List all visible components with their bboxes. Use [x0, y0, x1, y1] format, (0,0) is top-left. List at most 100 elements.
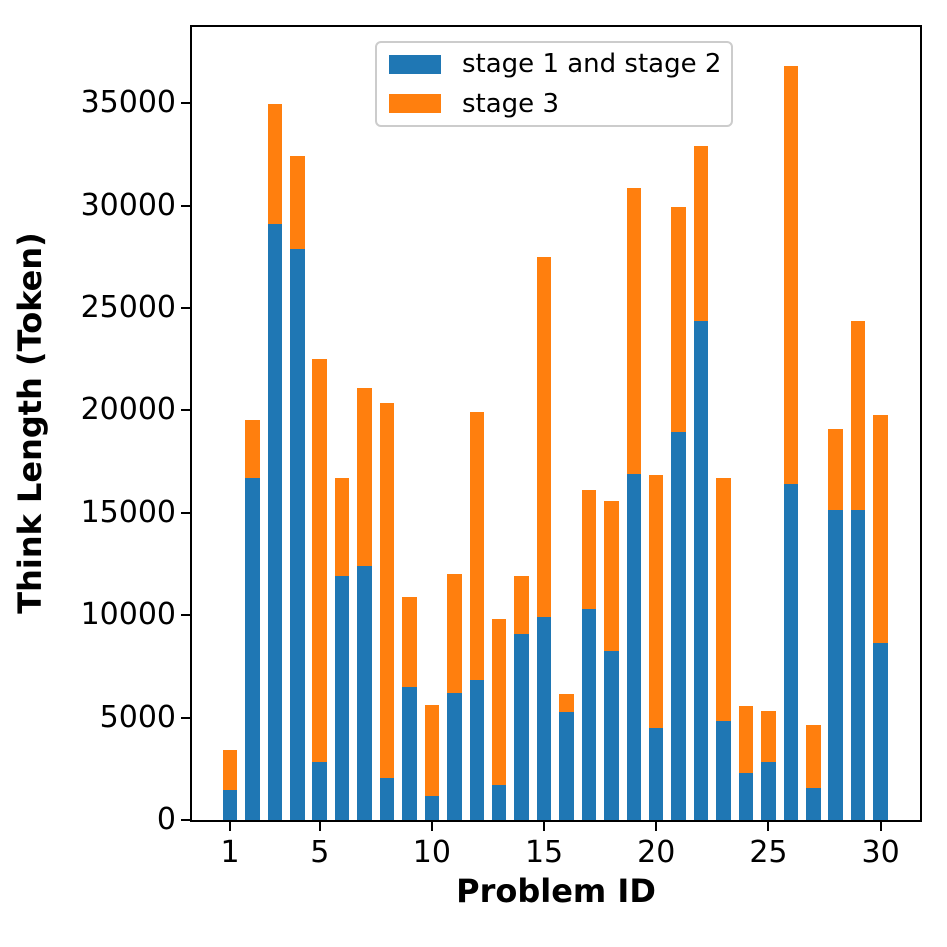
bar-13-stage12-segment	[491, 785, 507, 820]
bar-2-stage3-segment	[245, 419, 260, 478]
bar-9-stage3-segment	[402, 596, 417, 687]
bar-24-stage3-segment	[738, 706, 754, 773]
bar-26-stage3-segment	[783, 66, 799, 485]
bar-25-stage3-segment	[761, 711, 776, 762]
bar-9-stage12-segment	[402, 686, 417, 820]
y-tick-mark-15000	[181, 511, 190, 514]
bar-7-stage3-segment	[357, 387, 372, 567]
x-tick-label-15: 15	[524, 835, 564, 870]
x-tick-mark-20	[655, 822, 658, 831]
y-tick-mark-10000	[181, 614, 190, 617]
legend-label-stage3: stage 3	[462, 88, 559, 119]
bar-11-stage12-segment	[447, 693, 462, 820]
bar-6-stage3-segment	[334, 478, 350, 577]
plot-area	[190, 25, 922, 822]
x-tick-label-1: 1	[220, 835, 240, 870]
bar-4-stage12-segment	[290, 248, 305, 820]
bar-26-stage12-segment	[783, 484, 799, 820]
bar-27-stage3-segment	[806, 724, 821, 789]
x-axis-title: Problem ID	[456, 872, 656, 910]
legend-swatch-stage12	[389, 54, 441, 74]
bar-20-stage3-segment	[648, 474, 664, 728]
x-tick-label-30: 30	[861, 835, 900, 870]
bar-30-stage3-segment	[873, 414, 888, 643]
legend-label-stage12: stage 1 and stage 2	[462, 48, 722, 79]
y-tick-mark-0	[181, 819, 190, 821]
x-tick-mark-25	[767, 822, 770, 831]
legend-item-stage3: stage 3	[389, 88, 731, 119]
bar-5-stage12-segment	[312, 761, 327, 820]
x-tick-mark-5	[318, 822, 321, 831]
legend-swatch-stage3	[389, 94, 441, 114]
bar-12-stage3-segment	[469, 412, 485, 680]
bar-29-stage3-segment	[850, 321, 866, 510]
bar-15-stage3-segment	[536, 256, 552, 618]
y-tick-mark-20000	[181, 409, 190, 412]
y-tick-label-5000: 5000	[99, 699, 176, 735]
bar-2-stage12-segment	[245, 477, 260, 820]
bar-4-stage3-segment	[290, 156, 305, 249]
x-tick-label-25: 25	[749, 835, 788, 870]
bar-6-stage12-segment	[334, 576, 350, 820]
legend-item-stage12: stage 1 and stage 2	[389, 50, 731, 79]
bar-23-stage3-segment	[716, 477, 731, 721]
x-tick-mark-1	[229, 822, 231, 831]
bar-27-stage12-segment	[806, 788, 821, 820]
bar-20-stage12-segment	[648, 727, 664, 820]
y-tick-label-20000: 20000	[80, 392, 176, 428]
y-tick-label-0: 0	[156, 801, 176, 837]
bar-16-stage3-segment	[559, 694, 574, 713]
x-tick-label-20: 20	[637, 835, 676, 870]
y-tick-label-15000: 15000	[80, 494, 176, 530]
bar-15-stage12-segment	[536, 617, 552, 820]
bar-3-stage12-segment	[267, 224, 283, 820]
bar-28-stage12-segment	[828, 509, 843, 820]
bar-13-stage3-segment	[491, 619, 507, 786]
y-tick-mark-35000	[181, 102, 190, 105]
bar-19-stage3-segment	[626, 188, 642, 474]
bar-30-stage12-segment	[873, 642, 888, 820]
y-tick-mark-25000	[181, 306, 190, 309]
bar-21-stage12-segment	[671, 431, 686, 820]
x-tick-mark-15	[543, 822, 546, 831]
x-tick-label-5: 5	[310, 835, 330, 870]
y-tick-label-25000: 25000	[80, 289, 176, 325]
y-tick-label-35000: 35000	[80, 85, 176, 121]
bar-12-stage12-segment	[469, 679, 485, 820]
bar-7-stage12-segment	[357, 566, 372, 820]
y-tick-label-30000: 30000	[80, 187, 176, 223]
y-tick-mark-30000	[181, 204, 190, 207]
bar-14-stage3-segment	[514, 576, 529, 634]
bar-3-stage3-segment	[267, 104, 283, 225]
x-tick-mark-30	[879, 822, 882, 831]
bar-17-stage12-segment	[581, 609, 597, 820]
bar-18-stage3-segment	[604, 500, 619, 652]
bar-19-stage12-segment	[626, 473, 642, 820]
bar-21-stage3-segment	[671, 206, 686, 432]
x-tick-label-10: 10	[412, 835, 451, 870]
bar-29-stage12-segment	[850, 509, 866, 820]
bar-14-stage12-segment	[514, 633, 529, 820]
bar-10-stage12-segment	[424, 796, 440, 820]
bar-11-stage3-segment	[447, 574, 462, 694]
bar-22-stage3-segment	[693, 146, 709, 322]
bar-24-stage12-segment	[738, 772, 754, 820]
bar-1-stage12-segment	[222, 790, 238, 820]
bar-18-stage12-segment	[604, 651, 619, 820]
bar-25-stage12-segment	[761, 761, 776, 820]
bar-22-stage12-segment	[693, 321, 709, 820]
bar-8-stage3-segment	[379, 403, 395, 779]
bar-23-stage12-segment	[716, 720, 731, 820]
bar-16-stage12-segment	[559, 712, 574, 820]
bar-17-stage3-segment	[581, 490, 597, 610]
bar-5-stage3-segment	[312, 359, 327, 762]
bar-1-stage3-segment	[222, 750, 238, 791]
y-tick-mark-5000	[181, 716, 190, 719]
bar-8-stage12-segment	[379, 778, 395, 820]
bar-28-stage3-segment	[828, 428, 843, 510]
bar-10-stage3-segment	[424, 705, 440, 797]
legend: stage 1 and stage 2 stage 3	[375, 41, 733, 127]
y-tick-label-10000: 10000	[80, 597, 176, 633]
x-tick-mark-10	[430, 822, 433, 831]
